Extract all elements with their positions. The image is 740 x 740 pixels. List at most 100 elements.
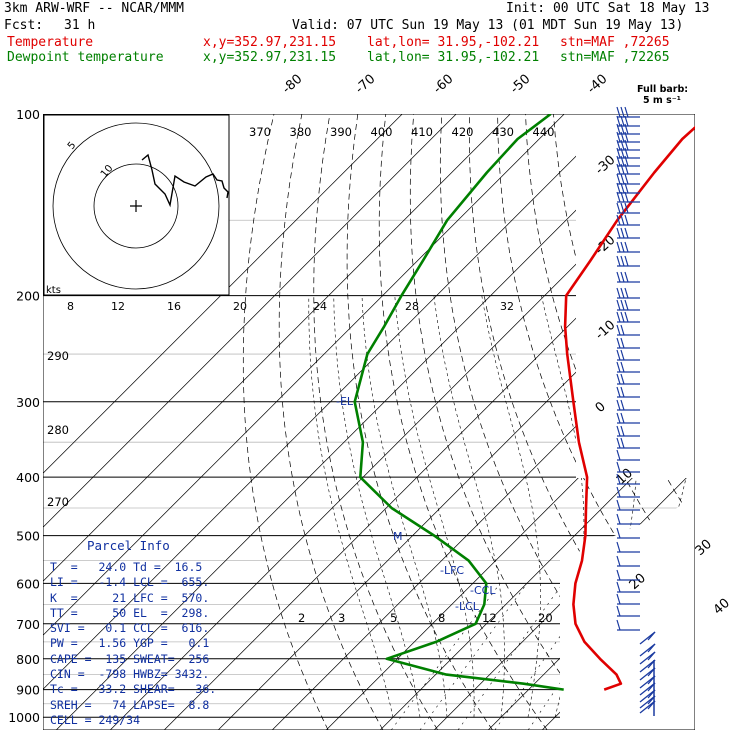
model-title: 3km ARW-WRF -- NCAR/MMM	[4, 1, 185, 16]
wind-barb-icon	[616, 214, 640, 226]
hodograph-units-label: kts	[46, 285, 61, 296]
fcst-value: 31 h	[64, 18, 96, 33]
wind-barb-icon	[616, 581, 640, 593]
wind-barb-icon	[616, 337, 640, 349]
hodograph-speed-label: 8	[67, 300, 74, 313]
dry-adiabat-line	[242, 114, 329, 730]
wind-barb-icon	[616, 373, 640, 385]
hodograph-ring	[93, 163, 179, 249]
wind-barb-icon	[616, 324, 640, 336]
pressure-label: 400	[16, 470, 40, 485]
wind-barb-icon	[616, 513, 640, 525]
pressure-label: 700	[16, 617, 40, 632]
pressure-label: 800	[16, 652, 40, 667]
pressure-label: 600	[16, 576, 40, 591]
hodograph-trace	[141, 153, 229, 208]
pressure-label: 300	[16, 395, 40, 410]
wind-barb-icon	[616, 412, 640, 424]
isotherm-line	[43, 114, 457, 528]
wind-barb-icon	[616, 605, 640, 617]
dry-adiabat-line	[378, 114, 548, 730]
hodograph-speed-label: 12	[111, 300, 125, 313]
lower-right-panel	[560, 500, 695, 730]
parcel-info-row: LI = -1.4 LCL = 655.	[50, 575, 210, 590]
theta-label-left: 270	[47, 495, 69, 509]
wind-barb-icon	[616, 569, 640, 581]
wind-barb-icon	[616, 123, 640, 135]
temperature-xy: x,y=352.97,231.15	[203, 35, 337, 50]
parcel-info-row: SREH = 74 LAPSE= 8.8	[50, 697, 210, 712]
parcel-info-panel: Parcel Info T = 24.0 Td = 16.5 LI = -1.4 …	[50, 538, 235, 727]
dewpoint-trace	[353, 114, 564, 691]
mixing-ratio-label: 5	[390, 611, 397, 625]
wind-barb-icon	[616, 131, 640, 143]
hodograph-ring-label: 5	[66, 140, 79, 152]
isotherm-line	[217, 252, 695, 730]
dewpoint-latlon: lat,lon= 31.95,-102.21	[367, 50, 540, 65]
wind-barb-icon	[616, 163, 640, 175]
parcel-info-row: K = 21 LFC = 570.	[50, 590, 210, 605]
mixing-ratio-label: 2	[298, 611, 305, 625]
wind-barb-icon	[639, 631, 656, 645]
isotherm-line	[704, 114, 740, 730]
dry-adiabat-line	[721, 114, 740, 730]
theta-label-left: 290	[47, 349, 69, 363]
isotherm-line	[43, 114, 403, 474]
hodograph-origin-icon	[130, 200, 142, 212]
temperature-station: stn=MAF ,72265	[560, 35, 670, 50]
wind-barb-icon	[616, 202, 640, 214]
wind-barb-icon	[616, 425, 640, 437]
parcel-level-marker: -LCL	[455, 600, 480, 613]
isotherm-line	[43, 114, 619, 690]
theta-label-left: 280	[47, 423, 69, 437]
parcel-level-marker: -CCL	[470, 584, 496, 597]
hodograph-speed-label: 16	[167, 300, 181, 313]
wind-barb-icon	[639, 651, 656, 665]
isotherm-label: -70	[353, 72, 379, 97]
dewpoint-station: stn=MAF ,72265	[560, 50, 670, 65]
parcel-info-title: Parcel Info	[87, 538, 170, 553]
parcel-level-marker: M	[393, 530, 403, 543]
wind-barb-icon	[616, 147, 640, 159]
isotherm-label: -80	[280, 72, 306, 97]
isotherm-label: 40	[711, 596, 733, 618]
parcel-info-row: CELL = 249/34	[50, 712, 141, 727]
wind-barb-icon	[616, 619, 640, 631]
wind-barb-icon	[616, 299, 640, 311]
wind-barb-icon	[616, 139, 640, 151]
hodograph-speed-label: 20	[233, 300, 247, 313]
parcel-info-row: SVI = 0.1 CCL = 616.	[50, 621, 210, 636]
pressure-label: 1000	[8, 710, 40, 725]
theta-label: 410	[411, 125, 433, 139]
parcel-level-marker: -EL	[336, 395, 354, 408]
wind-barb-icon	[616, 255, 640, 267]
isotherm-label: -60	[431, 72, 457, 97]
isotherm-line	[43, 114, 565, 636]
theta-label: 420	[452, 125, 474, 139]
valid-time: Valid: 07 UTC Sun 19 May 13 (01 MDT Sun …	[292, 18, 684, 33]
isotherm-line	[43, 114, 511, 582]
wind-barb-icon	[616, 349, 640, 361]
wind-barb-icon	[616, 271, 640, 283]
mixing-ratio-line	[419, 583, 528, 730]
mixing-ratio-line	[391, 583, 501, 730]
mixing-ratio-label: 3	[338, 611, 345, 625]
mixing-ratio-line	[457, 583, 564, 730]
wind-barb-icon	[616, 473, 640, 485]
wind-barb-icon	[616, 437, 640, 449]
isotherm-line	[55, 114, 673, 730]
mixing-ratio-label: 20	[538, 611, 553, 625]
dewpoint-legend: Dewpoint temperature	[7, 50, 164, 65]
wind-barb-icon	[616, 191, 640, 203]
wind-barb-icon	[616, 155, 640, 167]
moist-adiabat-line	[394, 295, 475, 718]
isotherm-label: -50	[508, 72, 534, 97]
dry-adiabat-line	[313, 114, 439, 730]
wind-barb-icon	[616, 311, 640, 323]
temperature-latlon: lat,lon= 31.95,-102.21	[367, 35, 540, 50]
wind-barb-icon	[616, 361, 640, 373]
parcel-info-row: T = 24.0 Td = 16.5	[50, 560, 203, 574]
hodograph-ring	[52, 122, 220, 290]
parcel-info-row: Tc = 33.2 SHEAR= 36.	[50, 682, 217, 697]
hodograph-speed-label: 24	[313, 300, 327, 313]
